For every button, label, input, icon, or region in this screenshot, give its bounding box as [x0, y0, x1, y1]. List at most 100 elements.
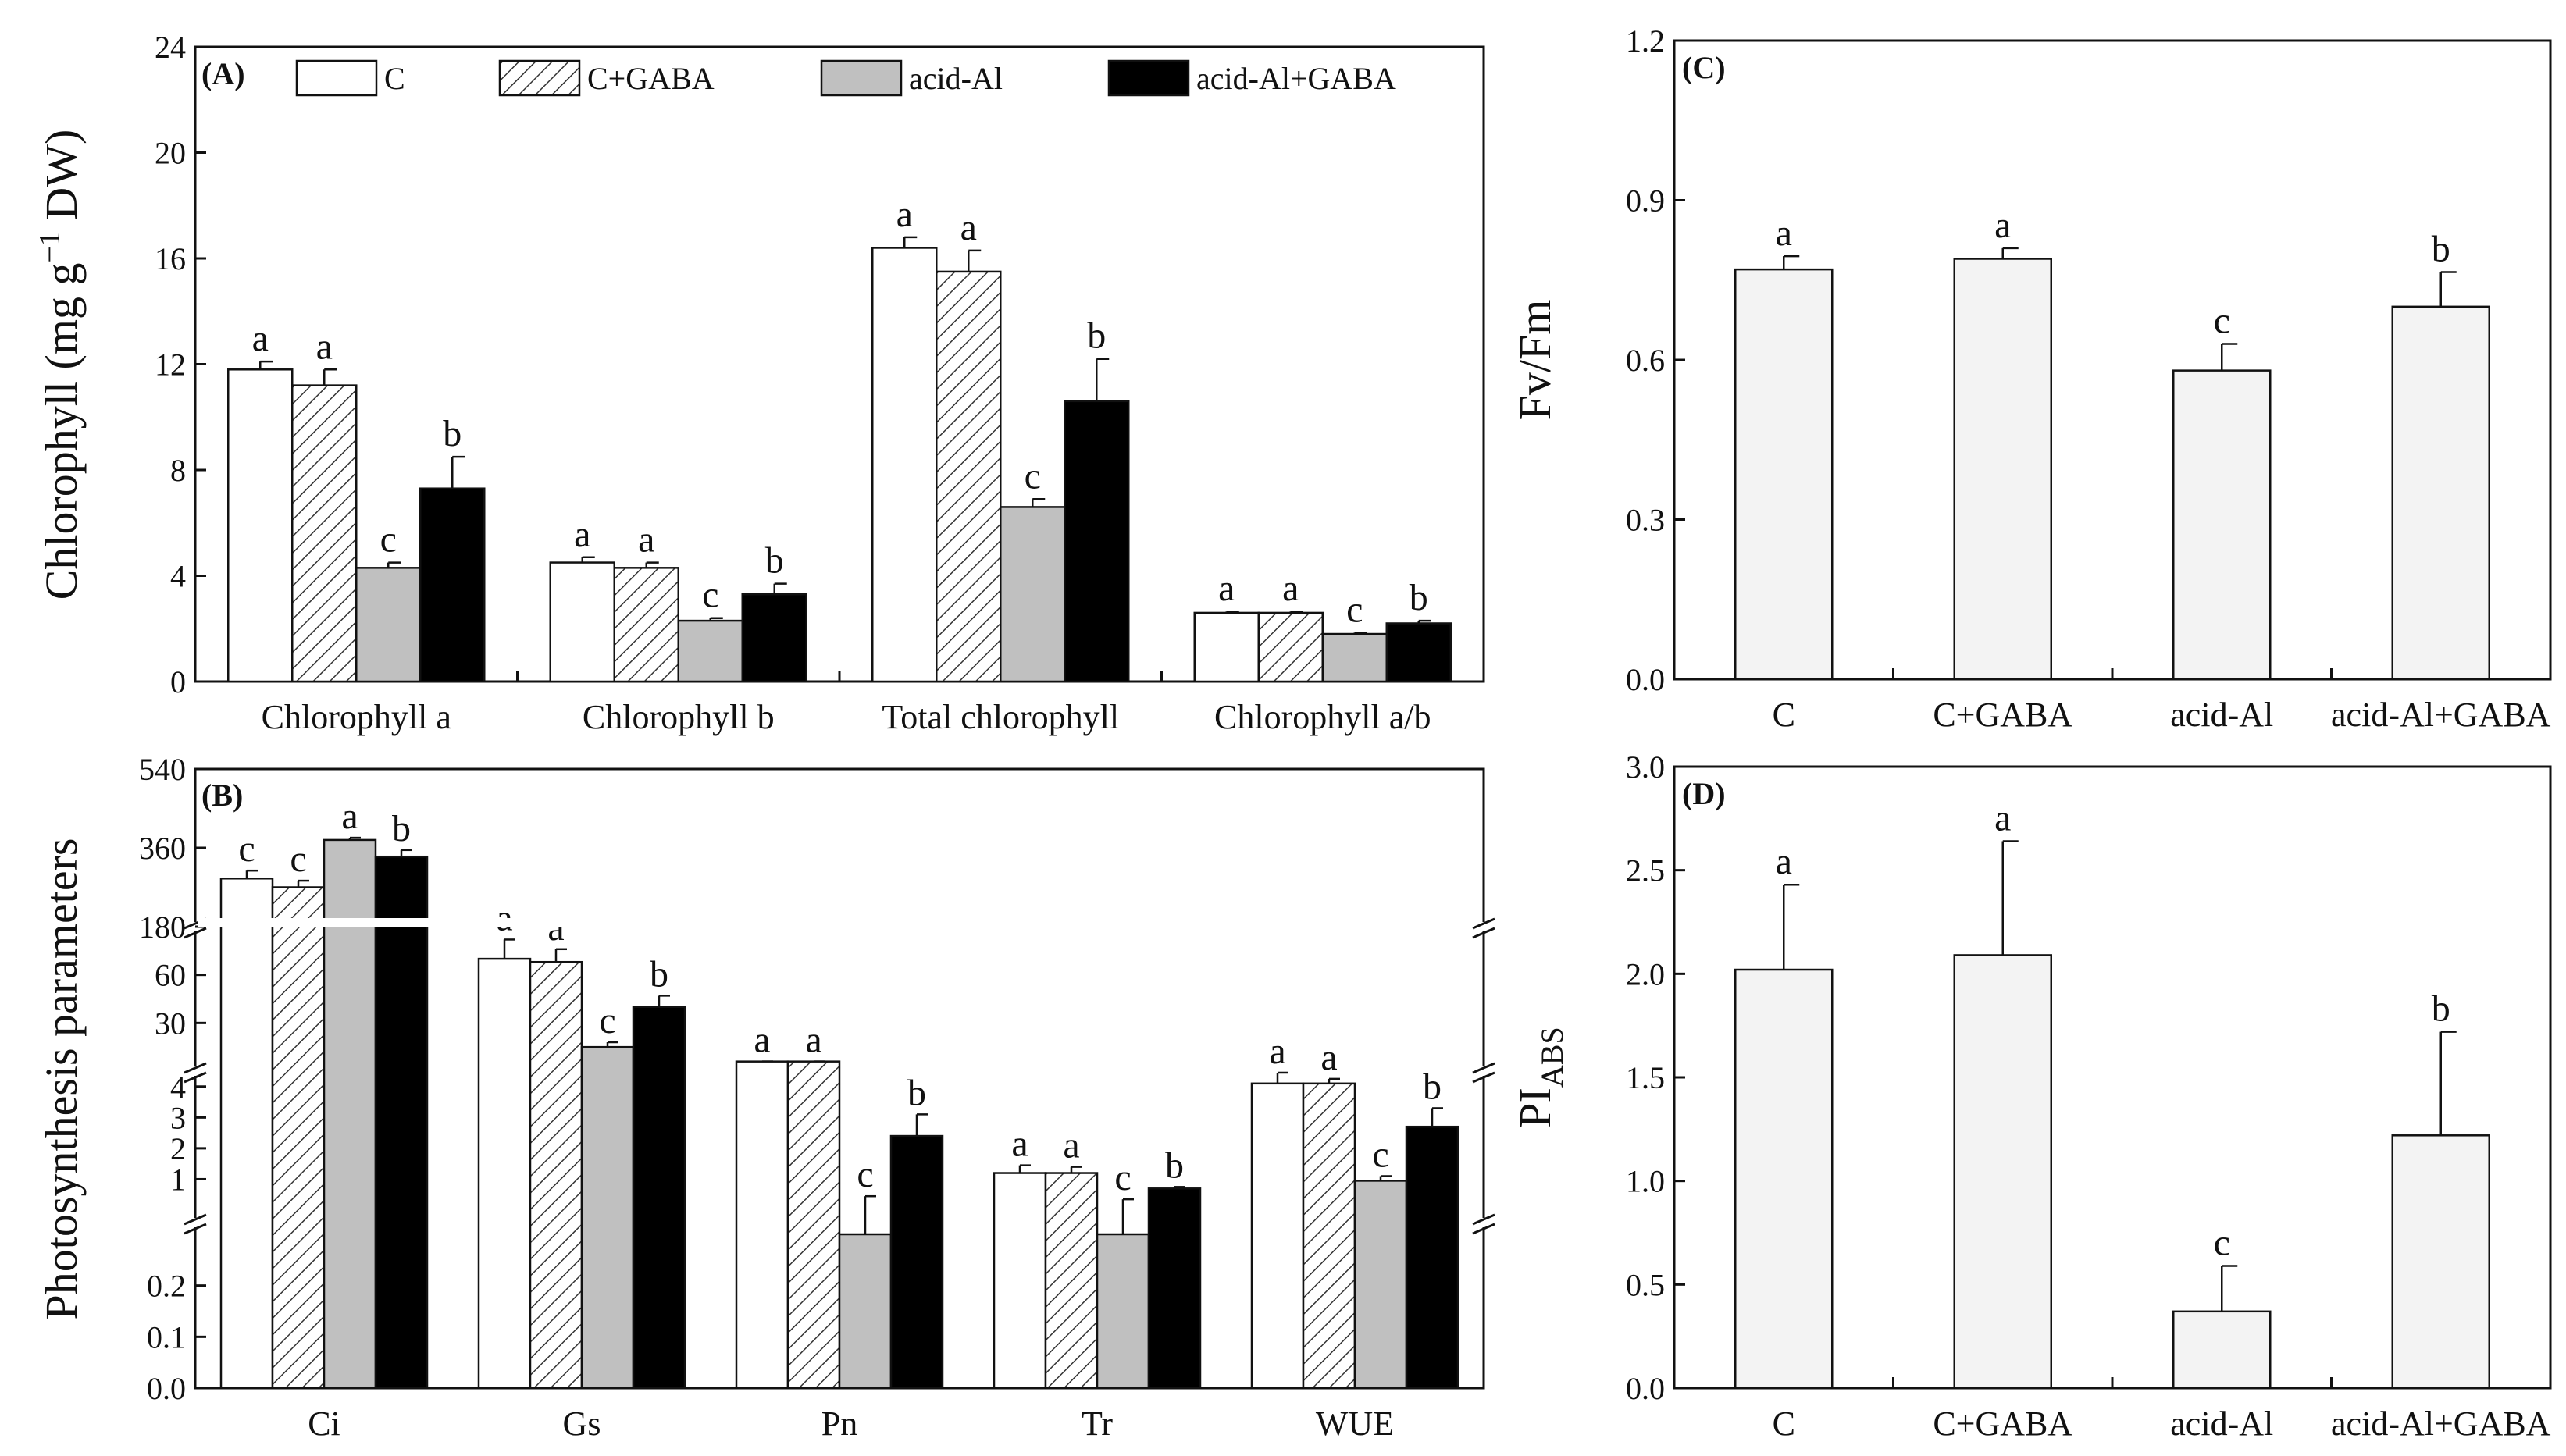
significance-letter: b — [907, 1072, 926, 1113]
y-tick-label: 20 — [155, 136, 186, 171]
y-tick-label: 30 — [155, 1006, 186, 1041]
significance-letter: a — [1218, 568, 1235, 609]
axis-break-mark — [184, 927, 207, 939]
axis-break-mark — [1472, 1062, 1495, 1074]
x-category-label: acid-Al+GABA — [2331, 696, 2551, 734]
y-axis-label-text: Chlorophyll (mg g — [36, 263, 87, 600]
significance-letter: c — [599, 1000, 615, 1041]
significance-letter: a — [1269, 1031, 1285, 1072]
y-tick-label: 1.5 — [1626, 1060, 1665, 1095]
significance-letter: a — [496, 897, 512, 938]
bar — [993, 1172, 1047, 1390]
significance-letter: b — [2432, 229, 2450, 270]
bar — [477, 957, 532, 1390]
x-category-label: Tr — [1082, 1404, 1113, 1443]
significance-letter: b — [1165, 1145, 1184, 1186]
bar — [1044, 1172, 1099, 1390]
bar — [632, 1006, 686, 1390]
y-tick-label: 0.3 — [1626, 503, 1665, 538]
axis-break-mark — [1472, 1223, 1495, 1235]
bar — [735, 1060, 789, 1390]
bar — [2391, 305, 2490, 681]
bar — [419, 487, 486, 683]
axis-break-mark — [1472, 917, 1495, 930]
y-tick-label: 0.1 — [147, 1319, 186, 1355]
panel-label: (B) — [201, 778, 243, 813]
bar — [374, 855, 429, 1390]
bar — [291, 384, 358, 683]
y-tick-label: 0.0 — [1626, 662, 1665, 697]
y-axis-label: Photosynthesis parameters — [36, 838, 87, 1320]
y-tick-label: 180 — [139, 910, 186, 945]
bar — [936, 270, 1002, 683]
y-tick-label: 4 — [170, 1070, 186, 1105]
y-tick-label: 3.0 — [1626, 749, 1665, 785]
panel-a: 0 4 8 12 16 20 24 Chlorophyll a a a c b Chlorophyll … — [34, 30, 1485, 736]
significance-letter: a — [960, 207, 977, 248]
significance-letter: a — [896, 194, 913, 235]
legend-swatch — [1107, 59, 1190, 97]
axis-break-mark — [184, 1213, 207, 1226]
bar — [1734, 968, 1834, 1390]
significance-letter: a — [547, 907, 564, 949]
bar — [219, 878, 274, 1390]
y-tick-label: 0.0 — [1626, 1371, 1665, 1406]
bar — [1385, 622, 1452, 683]
significance-letter: a — [805, 1020, 821, 1061]
x-category-label: Ci — [308, 1404, 340, 1443]
axis-break-mark — [184, 1062, 207, 1074]
legend-label: acid-Al+GABA — [1196, 61, 1396, 96]
significance-letter: a — [316, 326, 333, 367]
y-tick-label: 0.5 — [1626, 1267, 1665, 1302]
y-tick-label: 1 — [170, 1162, 186, 1197]
y-tick-label: 0.6 — [1626, 343, 1665, 378]
bar — [1193, 611, 1260, 683]
significance-letter: a — [754, 1020, 770, 1061]
bar — [1953, 258, 2052, 681]
bar — [2172, 1310, 2272, 1390]
x-category-label: C — [1773, 696, 1795, 734]
significance-letter: a — [1776, 841, 1792, 882]
y-tick-label: 0.2 — [147, 1269, 186, 1304]
y-tick-label: 4 — [170, 559, 186, 594]
bar — [2391, 1134, 2490, 1390]
significance-letter: c — [238, 828, 255, 870]
significance-letter: c — [1114, 1157, 1131, 1198]
bar — [1405, 1125, 1459, 1390]
y-tick-label: 540 — [139, 752, 186, 787]
bar — [871, 247, 938, 683]
significance-letter: b — [765, 540, 784, 582]
significance-letter: a — [1063, 1125, 1079, 1166]
significance-letter: b — [392, 808, 411, 849]
significance-letter: b — [1410, 577, 1428, 618]
panel-label: (A) — [201, 56, 245, 91]
legend-label: C+GABA — [587, 61, 715, 96]
significance-letter: c — [1346, 589, 1363, 630]
bar — [1321, 632, 1388, 683]
y-tick-label: 1.2 — [1626, 23, 1665, 59]
y-tick-label: 0 — [170, 664, 186, 700]
y-axis-label: Chlorophyll (mg g−1 DW) — [34, 130, 87, 600]
x-category-label: C — [1773, 1404, 1795, 1443]
significance-letter: c — [857, 1154, 873, 1195]
x-category-label: Chlorophyll a — [262, 698, 451, 736]
significance-letter: a — [252, 318, 269, 359]
bar — [889, 1134, 944, 1390]
significance-letter: a — [1282, 568, 1299, 609]
significance-letter: c — [2214, 1222, 2230, 1263]
y-axis-label-tail: DW) — [36, 130, 87, 231]
panel-c: 0.0 0.3 0.6 0.9 1.2 Ca C+GABA a acid-Al c acid-Al+… — [1509, 23, 2552, 734]
panel-label: (C) — [1682, 50, 1726, 85]
y-tick-label: 360 — [139, 831, 186, 866]
y-tick-label: 60 — [155, 958, 186, 993]
bar — [1302, 1082, 1356, 1390]
bar — [323, 838, 377, 1390]
bar — [1353, 1180, 1408, 1390]
y-axis-label: PIABS — [1509, 1027, 1570, 1127]
significance-letter: a — [1011, 1123, 1028, 1165]
legend-swatch — [498, 59, 581, 97]
y-tick-label: 2.5 — [1626, 853, 1665, 888]
x-category-label: Chlorophyll b — [583, 698, 775, 736]
